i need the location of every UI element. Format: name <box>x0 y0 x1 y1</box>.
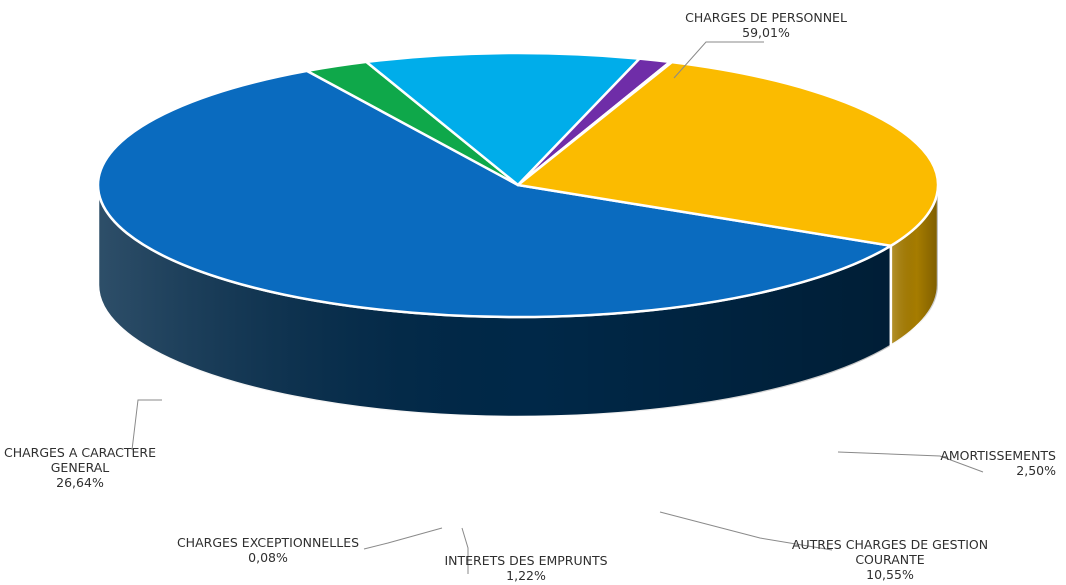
leader-lines <box>131 41 984 574</box>
data-label-5: CHARGES A CARACTERE GENERAL 26,64% <box>4 445 156 490</box>
data-label-2: AUTRES CHARGES DE GESTION COURANTE 10,55% <box>792 537 988 582</box>
pie-slice-autres-charges-de-gestion-courante[interactable] <box>365 51 641 187</box>
data-label-0-line-1: 59,01% <box>742 25 790 40</box>
data-label-2-line-0: AUTRES CHARGES DE GESTION <box>792 537 988 552</box>
data-label-0-line-0: CHARGES DE PERSONNEL <box>685 10 847 25</box>
leader-line-4 <box>363 527 443 550</box>
data-label-2-line-1: COURANTE <box>855 552 924 567</box>
data-label-4: CHARGES EXCEPTIONNELLES 0,08% <box>177 535 359 565</box>
data-label-1: AMORTISSEMENTS 2,50% <box>940 448 1056 478</box>
data-label-5-line-0: CHARGES A CARACTERE <box>4 445 156 460</box>
leader-line-0 <box>673 41 764 79</box>
pie-slice-charges-a-caractere-general[interactable] <box>516 60 940 247</box>
data-label-4-line-0: CHARGES EXCEPTIONNELLES <box>177 535 359 550</box>
data-label-3-line-1: 1,22% <box>506 568 546 583</box>
pie-sides <box>96 183 940 419</box>
pie-tops <box>96 51 940 319</box>
leader-line-3 <box>461 527 469 574</box>
pie-side-shade-5 <box>890 185 938 346</box>
data-label-5-line-1: GENERAL <box>51 460 110 475</box>
data-labels: CHARGES DE PERSONNEL 59,01% AMORTISSEMENTS… <box>4 10 1056 583</box>
pie-slice-charges-de-personnel[interactable] <box>96 69 893 319</box>
data-label-1-line-0: AMORTISSEMENTS <box>940 448 1056 463</box>
data-label-4-line-1: 0,08% <box>248 550 288 565</box>
pie-side-shade-0 <box>98 185 891 418</box>
data-label-3: INTERETS DES EMPRUNTS 1,22% <box>444 553 607 583</box>
leader-line-5 <box>131 399 162 451</box>
data-label-3-line-0: INTERETS DES EMPRUNTS <box>444 553 607 568</box>
data-label-2-line-2: 10,55% <box>866 567 914 582</box>
data-label-1-line-1: 2,50% <box>1016 463 1056 478</box>
leader-line-1 <box>837 451 984 473</box>
leader-line-2 <box>659 511 833 551</box>
data-label-5-line-2: 26,64% <box>56 475 104 490</box>
data-label-0: CHARGES DE PERSONNEL 59,01% <box>685 10 847 40</box>
